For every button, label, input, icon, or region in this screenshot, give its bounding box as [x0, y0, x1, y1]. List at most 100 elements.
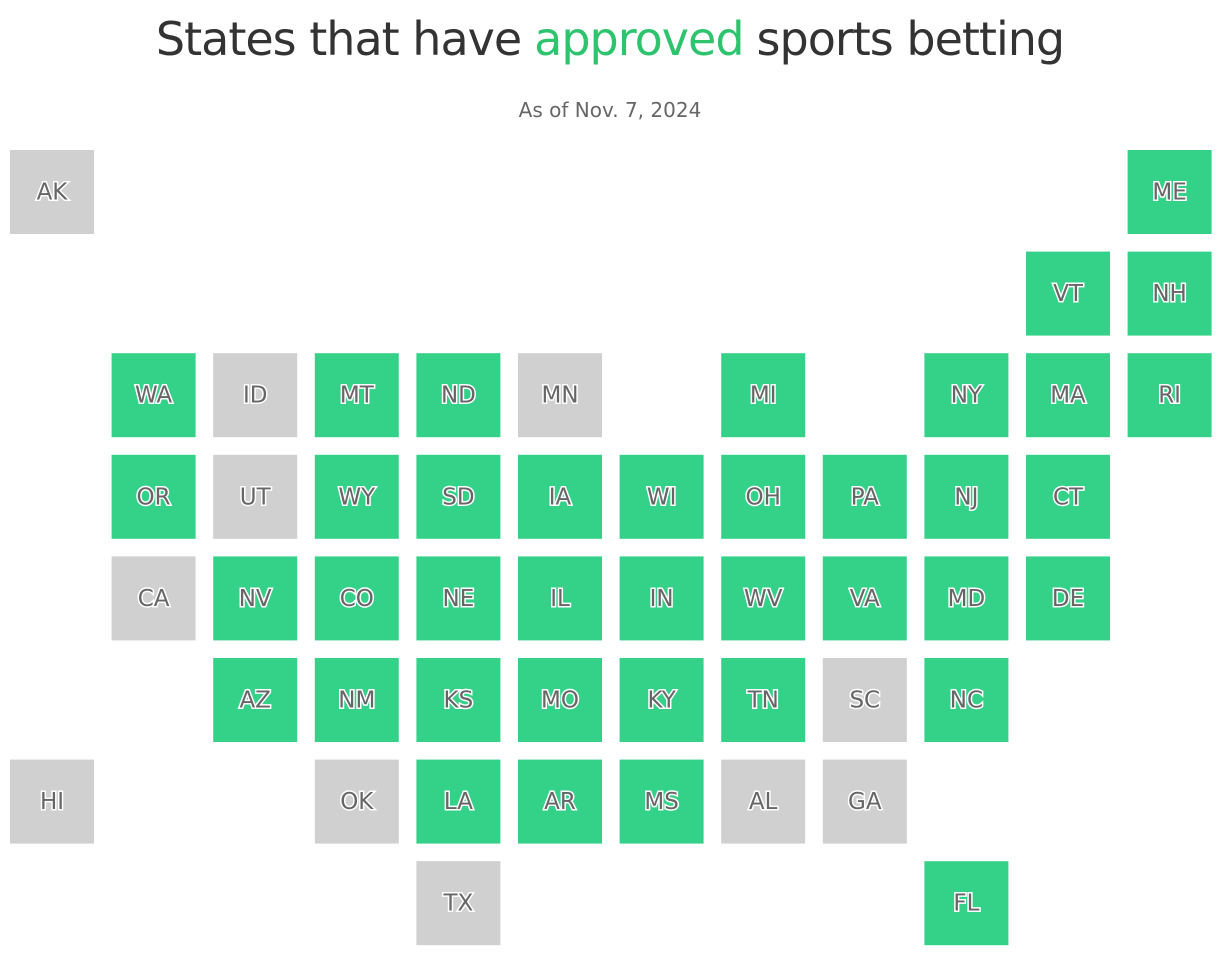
state-label: ID: [243, 383, 268, 409]
state-label: MO: [541, 688, 579, 714]
state-tile: [416, 759, 501, 844]
state-label: CT: [1053, 484, 1084, 510]
state-label: VT: [1053, 281, 1084, 307]
state-label: SD: [442, 484, 474, 510]
state-label: LA: [444, 789, 473, 815]
state-tile: [1026, 454, 1110, 539]
state-label: ND: [441, 383, 476, 409]
state-label: AL: [749, 789, 778, 815]
state-tile: [213, 454, 298, 539]
state-tile: [314, 454, 399, 539]
state-tile: [416, 861, 501, 946]
state-label: MS: [644, 789, 678, 815]
state-tile: [619, 658, 704, 742]
state-label: MA: [1050, 383, 1086, 409]
state-label: GA: [848, 789, 882, 815]
title-text: sports betting: [756, 12, 1066, 66]
state-tile: [10, 150, 94, 234]
state-tile: [721, 556, 806, 641]
state-tile: [213, 658, 298, 742]
state-tile: [721, 759, 806, 844]
state-label: HI: [40, 789, 64, 815]
state-label: OH: [745, 484, 780, 510]
state-label: MT: [340, 383, 375, 409]
state-tile: [619, 556, 704, 641]
state-label: SC: [849, 688, 880, 714]
state-label: MD: [948, 586, 986, 612]
state-label: FL: [953, 891, 979, 917]
state-tile: [416, 454, 501, 539]
state-tile: [518, 658, 602, 742]
state-tile: [416, 658, 501, 742]
state-tile: [924, 353, 1009, 438]
state-tile: [518, 454, 602, 539]
state-label: CO: [340, 586, 374, 612]
state-tile: [721, 353, 806, 438]
state-tile: [314, 658, 399, 742]
state-tile: [314, 556, 399, 641]
state-label: MI: [750, 383, 777, 409]
state-tile: [111, 556, 196, 641]
title-text: States that have: [155, 12, 522, 66]
state-label: MN: [541, 383, 578, 409]
state-tile: [822, 454, 907, 539]
title-highlight: approved: [534, 12, 744, 66]
state-tile: [1127, 353, 1212, 438]
state-tile: [822, 759, 907, 844]
state-tile: [721, 454, 806, 539]
state-tile: [213, 556, 298, 641]
state-tile: [822, 556, 907, 641]
state-tile: [10, 759, 94, 844]
state-tile: [1127, 251, 1212, 336]
state-label: NJ: [954, 484, 978, 510]
state-label: IL: [550, 586, 570, 612]
state-label: AR: [544, 789, 576, 815]
state-label: CA: [138, 586, 170, 612]
state-tile: [213, 353, 298, 438]
state-label: NH: [1152, 281, 1187, 307]
state-label: RI: [1158, 383, 1181, 409]
state-tile: [619, 454, 704, 539]
state-tile: [314, 759, 399, 844]
state-label: IA: [549, 484, 572, 510]
state-label: NE: [443, 586, 475, 612]
state-label: WI: [647, 484, 677, 510]
state-label: KY: [647, 688, 676, 714]
state-label: AZ: [239, 688, 271, 714]
state-label: NV: [239, 586, 272, 612]
state-label: WY: [338, 484, 376, 510]
state-tile: [416, 556, 501, 641]
state-label: ME: [1152, 180, 1186, 206]
state-tile: [518, 353, 602, 438]
state-label: WV: [744, 586, 783, 612]
state-tile: [924, 454, 1009, 539]
state-tile: [924, 658, 1009, 742]
state-tile: [416, 353, 501, 438]
state-tile: [822, 658, 907, 742]
state-tile: [111, 454, 196, 539]
state-tile: [1026, 251, 1110, 336]
state-tile: [619, 759, 704, 844]
state-tile: [518, 759, 602, 844]
state-label: PA: [851, 484, 879, 510]
state-label: TX: [442, 891, 473, 917]
state-tile: [1026, 353, 1110, 438]
state-label: IN: [650, 586, 674, 612]
state-label: KS: [444, 688, 474, 714]
state-label: NC: [950, 688, 983, 714]
state-label: OR: [137, 484, 171, 510]
state-tile: [924, 861, 1009, 946]
state-label: NM: [338, 688, 375, 714]
state-label: WA: [135, 383, 172, 409]
state-label: AK: [37, 180, 69, 206]
state-label: UT: [240, 484, 272, 510]
state-tile: [518, 556, 602, 641]
state-label: NY: [951, 383, 983, 409]
title: States that have approved sports betting: [0, 12, 1220, 66]
state-tile: [1026, 556, 1110, 641]
state-tile: [721, 658, 806, 742]
state-tile: [111, 353, 196, 438]
state-label: OK: [340, 789, 374, 815]
